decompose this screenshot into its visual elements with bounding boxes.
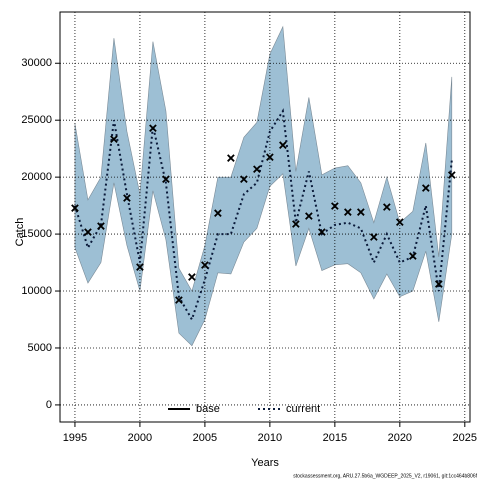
confidence-band	[74, 25, 453, 347]
observation-marker	[149, 124, 157, 133]
observation-marker	[408, 252, 417, 260]
x-tick-label: 2010	[258, 432, 282, 444]
x-axis-label: Years	[251, 457, 279, 469]
legend-label: base	[196, 403, 220, 415]
observation-marker	[97, 222, 105, 230]
y-tick-label: 20000	[21, 171, 52, 183]
observation-marker	[201, 261, 209, 269]
plot-frame	[59, 11, 471, 423]
observation-marker	[434, 280, 443, 288]
y-tick-label: 30000	[21, 57, 52, 69]
observation-marker	[344, 208, 352, 216]
footnote: stockassessment.org, ARU.27.5b6a_WGDEEP_…	[293, 473, 477, 479]
x-tick-label: 2000	[128, 432, 152, 444]
observation-marker	[421, 184, 430, 192]
y-tick-label: 25000	[21, 114, 52, 126]
observation-marker	[357, 208, 365, 216]
y-axis-label: Catch	[14, 218, 26, 247]
legend-label: current	[286, 403, 320, 415]
observation-marker	[240, 175, 248, 184]
y-tick-label: 15000	[21, 228, 52, 240]
observation-marker	[253, 165, 261, 174]
observation-marker	[162, 175, 170, 184]
y-tick-label: 10000	[21, 285, 52, 297]
observation-marker	[84, 228, 92, 236]
observation-marker	[227, 154, 235, 162]
observation-marker	[188, 273, 196, 281]
y-tick-label: 5000	[28, 342, 52, 354]
y-tick-label: 0	[46, 399, 52, 411]
observation-marker	[71, 204, 79, 212]
observation-marker	[110, 135, 118, 144]
observation-marker	[318, 228, 326, 236]
observation-marker	[279, 141, 287, 149]
observation-marker	[292, 220, 300, 228]
observation-marker	[175, 296, 183, 304]
x-tick-label: 1995	[63, 432, 87, 444]
observation-marker	[266, 153, 274, 162]
observation-marker	[305, 212, 313, 220]
observation-marker	[214, 209, 222, 217]
observation-marker	[369, 233, 378, 241]
observation-marker	[136, 263, 144, 271]
series-line	[73, 108, 453, 322]
observation-marker	[395, 218, 404, 226]
x-tick-label: 2025	[453, 432, 477, 444]
observation-marker	[331, 202, 339, 210]
observation-marker	[382, 203, 391, 211]
x-tick-label: 2005	[193, 432, 217, 444]
observation-marker	[123, 194, 131, 202]
observation-marker	[447, 171, 456, 179]
x-tick-label: 2015	[323, 432, 347, 444]
x-tick-label: 2020	[388, 432, 412, 444]
